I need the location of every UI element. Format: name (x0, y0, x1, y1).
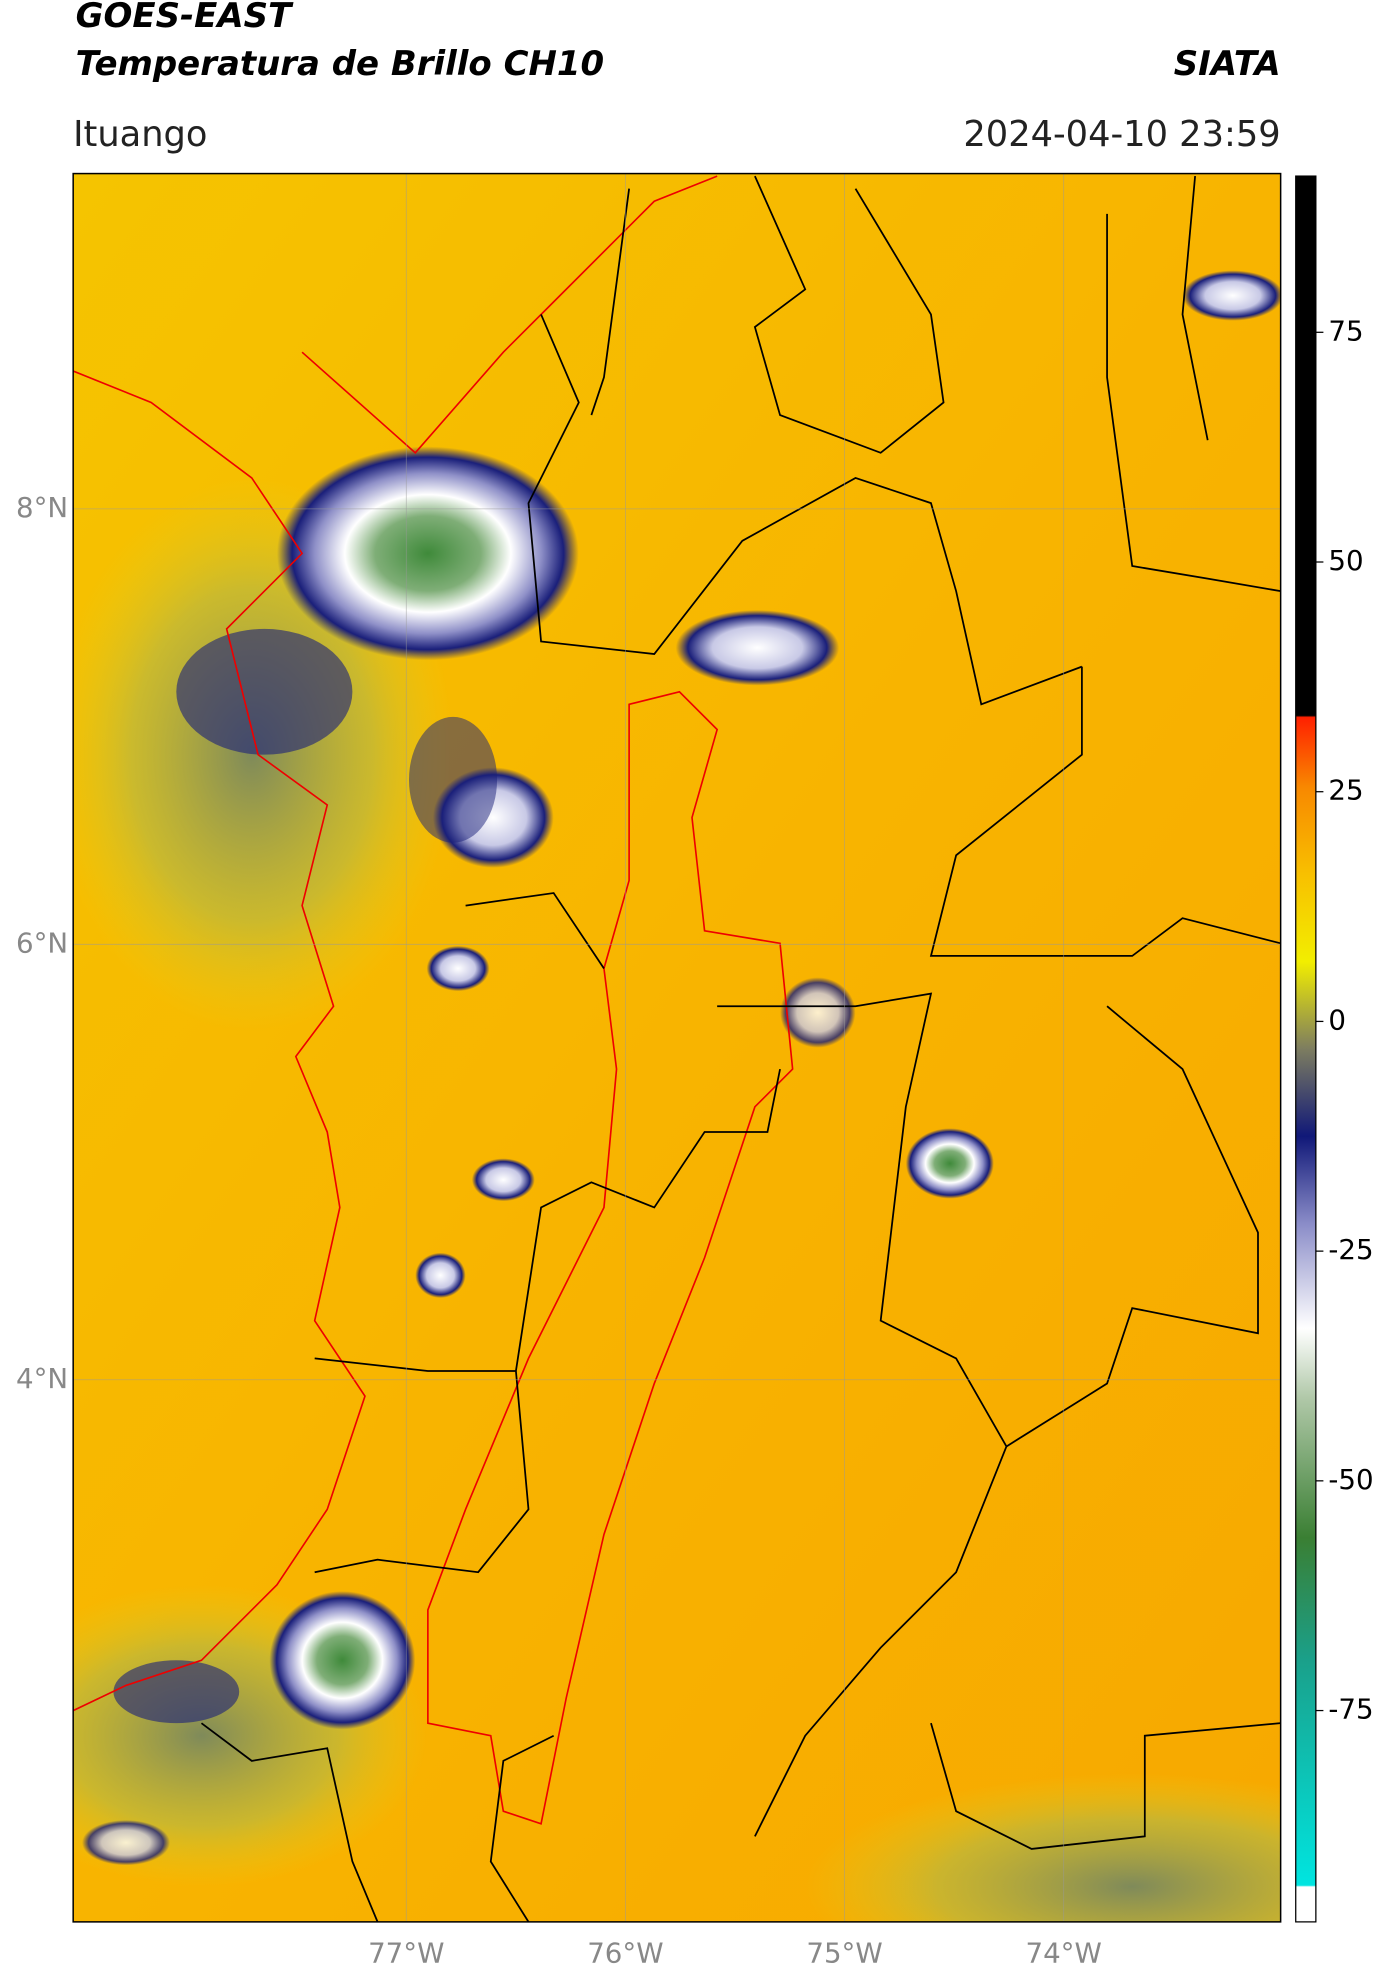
lon-tick-label: 76°W (587, 1937, 663, 1970)
lon-tick-label: 77°W (368, 1937, 444, 1970)
colorbar-tick-label: 75 (1328, 314, 1363, 347)
cloud (780, 977, 856, 1048)
cloud (113, 1660, 240, 1724)
cloud (675, 610, 840, 686)
map-image (73, 173, 1281, 1922)
boundary (527, 314, 1083, 706)
lon-tick-label: 74°W (1026, 1937, 1102, 1970)
lon-tick-label: 75°W (806, 1937, 882, 1970)
boundary (590, 175, 945, 454)
lat-tick-label: 6°N (16, 926, 68, 959)
colorbar-tick-label: -50 (1328, 1463, 1373, 1496)
boundary (929, 666, 1281, 957)
coastline (301, 175, 718, 454)
colorbar (1295, 175, 1317, 1923)
boundary (1106, 176, 1281, 593)
cloud (269, 1591, 416, 1730)
map-frame (72, 172, 1282, 1923)
cloud (415, 1252, 466, 1299)
coastline (73, 370, 366, 1712)
colorbar-tick-label: 25 (1328, 774, 1363, 807)
cloud (276, 446, 579, 661)
boundary (1005, 1005, 1259, 1448)
cloud (471, 1158, 535, 1202)
lat-tick-label: 8°N (16, 491, 68, 524)
boundary (200, 1722, 1281, 1922)
cloud (426, 945, 490, 992)
cloud (81, 1820, 171, 1866)
title-line1: GOES-EAST (76, 0, 294, 36)
cloud (905, 1128, 994, 1199)
source: SIATA (1174, 44, 1281, 84)
cloud (1182, 270, 1281, 321)
datetime: 2024-04-10 23:59 (963, 114, 1280, 155)
graticule (73, 173, 1281, 1922)
colorbar-tick-label: -75 (1328, 1693, 1373, 1726)
cloud (409, 716, 498, 843)
title-line2: Temperatura de Brillo CH10 (76, 44, 604, 84)
boundary (465, 892, 1008, 1837)
cloud (176, 628, 353, 755)
lat-tick-label: 4°N (16, 1362, 68, 1395)
location: Ituango (73, 114, 207, 155)
colorbar-tick-label: 50 (1328, 544, 1363, 577)
colorbar-tick-label: -25 (1328, 1233, 1373, 1266)
boundary (314, 1068, 781, 1574)
department-outline (427, 690, 794, 1825)
colorbar-tick-label: 0 (1328, 1003, 1346, 1036)
